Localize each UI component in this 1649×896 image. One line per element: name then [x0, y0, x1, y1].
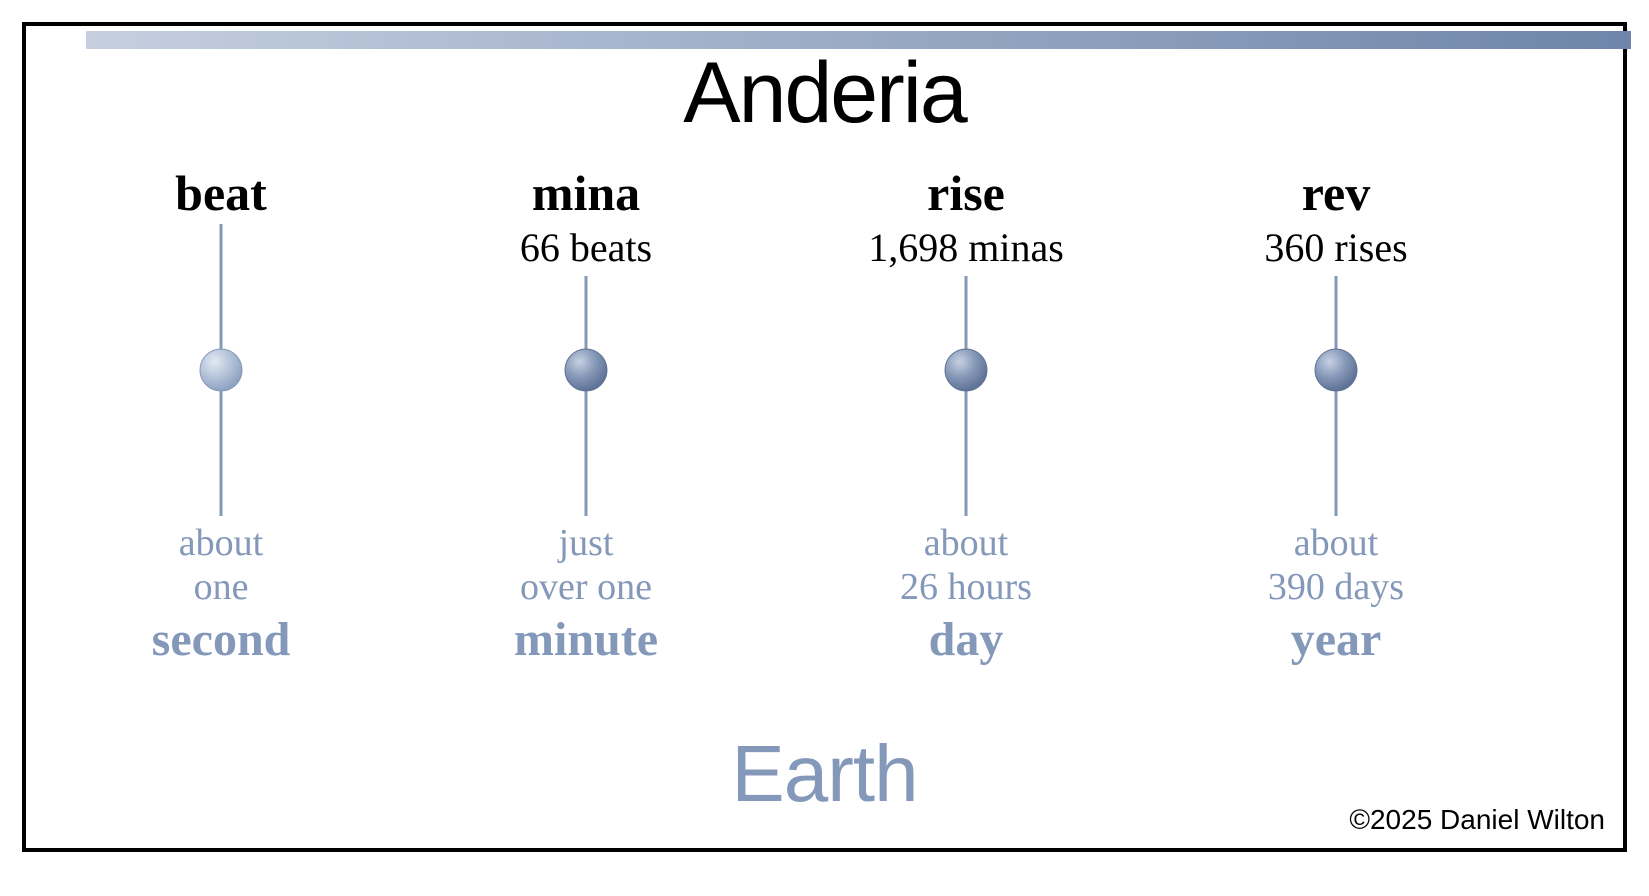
earth-unit-1: minute	[514, 612, 658, 667]
timeline-node-0	[199, 348, 243, 392]
desc-line1-2: about	[924, 522, 1008, 564]
timeline-node-1	[564, 348, 608, 392]
unit-desc-3: about 390 days	[1268, 522, 1404, 609]
timeline-track	[86, 31, 1631, 49]
earth-unit-2: day	[929, 612, 1004, 667]
copyright: ©2025 Daniel Wilton	[1349, 804, 1605, 836]
unit-desc-0: about one	[179, 522, 263, 609]
desc-line2-3: 390 days	[1268, 566, 1404, 608]
desc-line2-0: one	[194, 566, 249, 608]
desc-line1-0: about	[179, 522, 263, 564]
desc-line1-1: just	[559, 522, 614, 564]
stem-down-0	[220, 376, 223, 516]
stem-down-1	[585, 376, 588, 516]
unit-name-0: beat	[175, 164, 267, 222]
stem-down-3	[1335, 376, 1338, 516]
unit-desc-2: about 26 hours	[900, 522, 1032, 609]
unit-desc-1: just over one	[520, 522, 652, 609]
desc-line2-2: 26 hours	[900, 566, 1032, 608]
unit-name-2: rise	[927, 164, 1005, 222]
timeline-node-3	[1314, 348, 1358, 392]
title-top: Anderia	[683, 44, 965, 143]
unit-sub-3: 360 rises	[1264, 224, 1407, 271]
diagram-frame: Anderia beat about one second mina 66 be…	[22, 22, 1627, 852]
unit-name-1: mina	[532, 164, 640, 222]
unit-sub-2: 1,698 minas	[868, 224, 1064, 271]
unit-sub-1: 66 beats	[520, 224, 652, 271]
stem-down-2	[965, 376, 968, 516]
unit-name-3: rev	[1302, 164, 1370, 222]
stem-up-0	[220, 224, 223, 364]
timeline-node-2	[944, 348, 988, 392]
earth-unit-0: second	[152, 612, 291, 667]
desc-line1-3: about	[1294, 522, 1378, 564]
earth-unit-3: year	[1291, 612, 1382, 667]
desc-line2-1: over one	[520, 566, 652, 608]
title-bottom: Earth	[731, 728, 917, 820]
